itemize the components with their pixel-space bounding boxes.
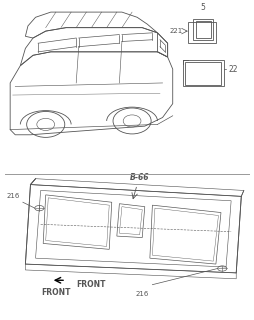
Text: 216: 216	[136, 291, 149, 297]
Text: FRONT: FRONT	[41, 288, 71, 297]
Text: 5: 5	[201, 3, 206, 12]
Text: 216: 216	[7, 193, 20, 199]
Text: FRONT: FRONT	[76, 280, 106, 289]
Text: B-66: B-66	[130, 172, 149, 182]
Text: 22: 22	[229, 65, 238, 74]
Text: 221: 221	[170, 28, 183, 34]
